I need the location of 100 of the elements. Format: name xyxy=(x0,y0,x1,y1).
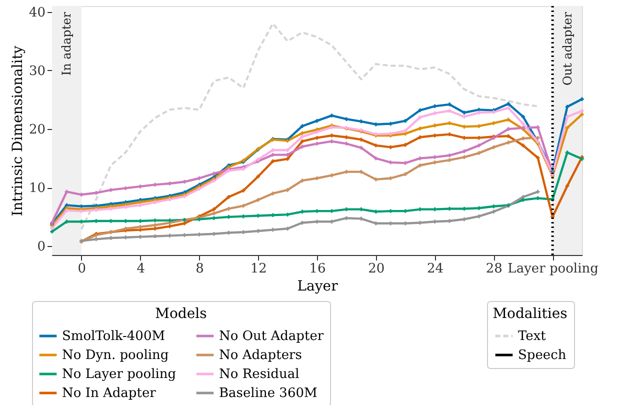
point xyxy=(418,115,422,120)
x-tick-label: 20 xyxy=(368,262,385,276)
point xyxy=(477,214,481,218)
y-tick-label: 0 xyxy=(37,240,46,255)
point xyxy=(300,139,304,144)
point xyxy=(330,173,334,178)
point xyxy=(286,188,290,192)
point xyxy=(330,114,334,118)
point xyxy=(403,172,408,176)
legend-label: No Dyn. pooling xyxy=(62,348,169,363)
point xyxy=(109,188,113,192)
point xyxy=(536,196,540,200)
point xyxy=(418,126,422,130)
point xyxy=(359,146,364,150)
point xyxy=(536,156,540,160)
legend-label: Baseline 360M xyxy=(219,386,318,401)
point xyxy=(492,210,496,214)
point xyxy=(50,226,54,230)
point xyxy=(492,121,496,126)
point xyxy=(344,117,348,121)
point xyxy=(359,120,364,124)
point xyxy=(565,184,570,188)
point xyxy=(374,178,378,182)
y-tick-label: 10 xyxy=(28,181,46,196)
point xyxy=(300,134,304,139)
point xyxy=(565,126,570,130)
point xyxy=(477,124,481,128)
point xyxy=(212,172,216,176)
line-series xyxy=(80,190,540,243)
point xyxy=(374,144,378,148)
point xyxy=(477,151,481,155)
point xyxy=(580,112,584,116)
point xyxy=(286,212,290,216)
legend-label: No Adapters xyxy=(219,348,302,363)
x-tick-label: 24 xyxy=(427,262,444,276)
text: Models xyxy=(155,306,207,322)
point xyxy=(521,144,525,148)
band-label: In adapter xyxy=(60,12,74,76)
point xyxy=(286,157,290,161)
y-tick-label: 40 xyxy=(28,5,46,20)
point xyxy=(432,124,437,128)
point xyxy=(197,186,202,191)
point xyxy=(462,110,466,114)
point xyxy=(374,122,378,126)
point xyxy=(242,214,246,218)
x-tick-label: Layer pooling xyxy=(508,262,598,276)
point xyxy=(565,150,570,154)
point xyxy=(462,149,466,154)
point xyxy=(330,134,334,138)
point xyxy=(506,102,510,106)
y-tick-label: 30 xyxy=(28,64,46,79)
band-label: Out adapter xyxy=(560,12,574,86)
x-tick-label: 0 xyxy=(78,262,86,276)
point xyxy=(565,104,570,109)
point xyxy=(256,198,260,202)
legend-label: Text xyxy=(518,329,547,344)
point xyxy=(448,158,452,162)
point xyxy=(521,122,525,126)
point xyxy=(286,226,290,231)
legend-label: No Layer pooling xyxy=(62,367,176,382)
legend-label: SmolTolk-400M xyxy=(62,329,166,344)
x-tick-label: 16 xyxy=(309,262,326,276)
point xyxy=(226,195,231,199)
y-tick-label: 20 xyxy=(28,122,46,138)
point xyxy=(492,145,496,150)
point xyxy=(506,106,510,110)
text: Speech xyxy=(518,348,567,363)
point xyxy=(315,130,319,134)
legend-label: No Residual xyxy=(219,367,300,382)
x-axis-title: Layer xyxy=(297,278,338,294)
point xyxy=(521,114,525,119)
point xyxy=(506,140,510,144)
point xyxy=(403,118,408,123)
point xyxy=(242,188,246,192)
point xyxy=(536,190,540,194)
point xyxy=(256,174,260,178)
point xyxy=(212,212,216,216)
point xyxy=(462,114,466,119)
legend-label: No Out Adapter xyxy=(219,329,324,344)
legend-label: No In Adapter xyxy=(62,386,157,401)
point xyxy=(300,124,304,128)
x-tick-label: 4 xyxy=(136,262,145,276)
point xyxy=(374,156,378,160)
line-series xyxy=(80,22,539,230)
point xyxy=(359,138,364,142)
x-tick-label: 12 xyxy=(250,262,267,276)
point xyxy=(418,163,422,168)
x-tick-label: 28 xyxy=(486,262,502,276)
point xyxy=(521,198,525,202)
point xyxy=(300,178,304,182)
point xyxy=(462,155,466,160)
point xyxy=(506,134,510,138)
x-tick-label: 8 xyxy=(196,262,204,276)
point xyxy=(506,118,510,122)
point xyxy=(212,207,216,212)
point xyxy=(270,192,275,196)
point xyxy=(432,160,437,164)
point xyxy=(462,136,466,140)
point xyxy=(418,156,422,160)
point xyxy=(477,136,481,140)
